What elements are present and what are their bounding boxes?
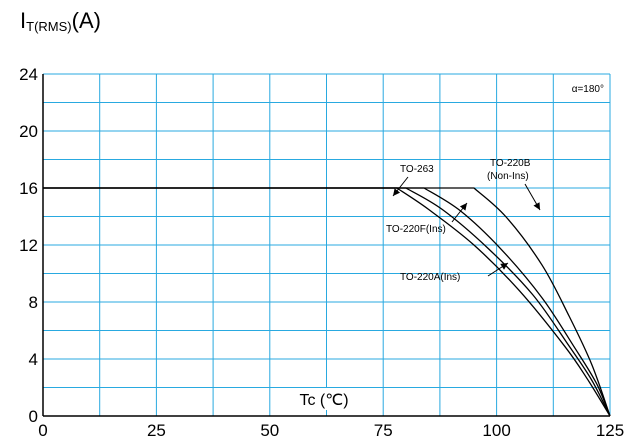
annotation-label: TO-220B [490, 158, 531, 169]
series-line-0 [43, 187, 611, 417]
x-axis-title: Tc (℃) [299, 392, 348, 409]
y-tick-label: 24 [19, 65, 38, 84]
annotation-arrowhead [393, 188, 401, 196]
series-line-3 [43, 187, 611, 417]
x-tick-label: 100 [482, 421, 510, 440]
annotation-arrowhead [459, 203, 467, 211]
y-axis-title-main: I [20, 8, 26, 33]
axes [42, 74, 610, 417]
y-tick-label: 4 [29, 350, 38, 369]
y-tick-label: 12 [19, 236, 38, 255]
grid [42, 73, 611, 417]
y-tick-label: 20 [19, 122, 38, 141]
x-axis-title-bg [283, 388, 365, 410]
annotation-label: TO-263 [400, 164, 434, 175]
curve-annotations: TO-263 TO-220F(Ins) TO-220A(Ins) TO-220B (No… [386, 158, 541, 283]
annotation-label: TO-220F(Ins) [386, 224, 446, 235]
x-tick-label: 125 [596, 421, 624, 440]
y-axis-title-sub: T(RMS) [26, 19, 72, 34]
x-tick-label: 0 [38, 421, 47, 440]
x-tick-label: 25 [147, 421, 166, 440]
x-tick-label: 50 [260, 421, 279, 440]
tick-labels: 0 25 50 75 100 125 0 4 8 12 16 20 24 [19, 65, 624, 440]
annotation-arrowhead [533, 202, 540, 210]
annotation-arrowhead [500, 263, 508, 270]
series-line-1 [43, 187, 611, 417]
y-tick-label: 8 [29, 293, 38, 312]
y-axis-title: IT(RMS)(A) [20, 8, 101, 34]
annotation-label-line2: (Non-Ins) [487, 171, 529, 182]
y-tick-label: 0 [29, 407, 38, 426]
y-tick-label: 16 [19, 179, 38, 198]
x-tick-label: 75 [374, 421, 393, 440]
y-axis-title-unit: (A) [72, 8, 101, 33]
annotation-label: TO-220A(Ins) [400, 272, 460, 283]
condition-label: α=180° [572, 84, 604, 95]
